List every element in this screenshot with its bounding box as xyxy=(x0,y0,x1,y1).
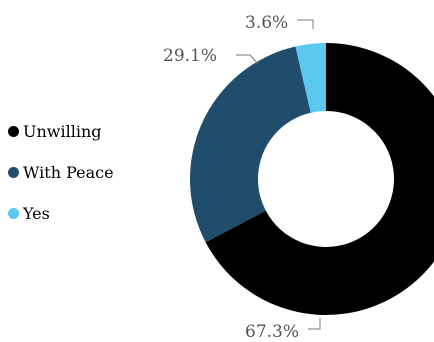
data-labels: 67.3% 29.1% 3.6% xyxy=(163,13,299,342)
leader-line-yes xyxy=(297,19,314,29)
legend-item-with-peace: With Peace xyxy=(8,162,114,182)
legend-label-yes: Yes xyxy=(23,203,50,223)
legend-item-unwilling: Unwilling xyxy=(8,121,114,141)
slice-with-peace xyxy=(189,46,311,243)
leader-lines xyxy=(236,19,321,330)
legend-marker-yes xyxy=(8,207,19,219)
slice-yes xyxy=(295,43,326,113)
data-label-with-peace: 29.1% xyxy=(163,46,217,66)
slice-unwilling xyxy=(205,43,434,315)
legend-marker-with-peace xyxy=(8,166,19,178)
leader-line-with-peace xyxy=(236,54,259,65)
leader-line-unwilling xyxy=(308,318,321,330)
donut-slices xyxy=(189,43,434,315)
legend-marker-unwilling xyxy=(8,125,19,137)
legend-label-with-peace: With Peace xyxy=(23,162,114,182)
legend-label-unwilling: Unwilling xyxy=(23,121,102,141)
legend-item-yes: Yes xyxy=(8,203,114,223)
data-label-unwilling: 67.3% xyxy=(245,322,299,342)
data-label-yes: 3.6% xyxy=(245,13,288,33)
legend: Unwilling With Peace Yes xyxy=(8,121,114,244)
